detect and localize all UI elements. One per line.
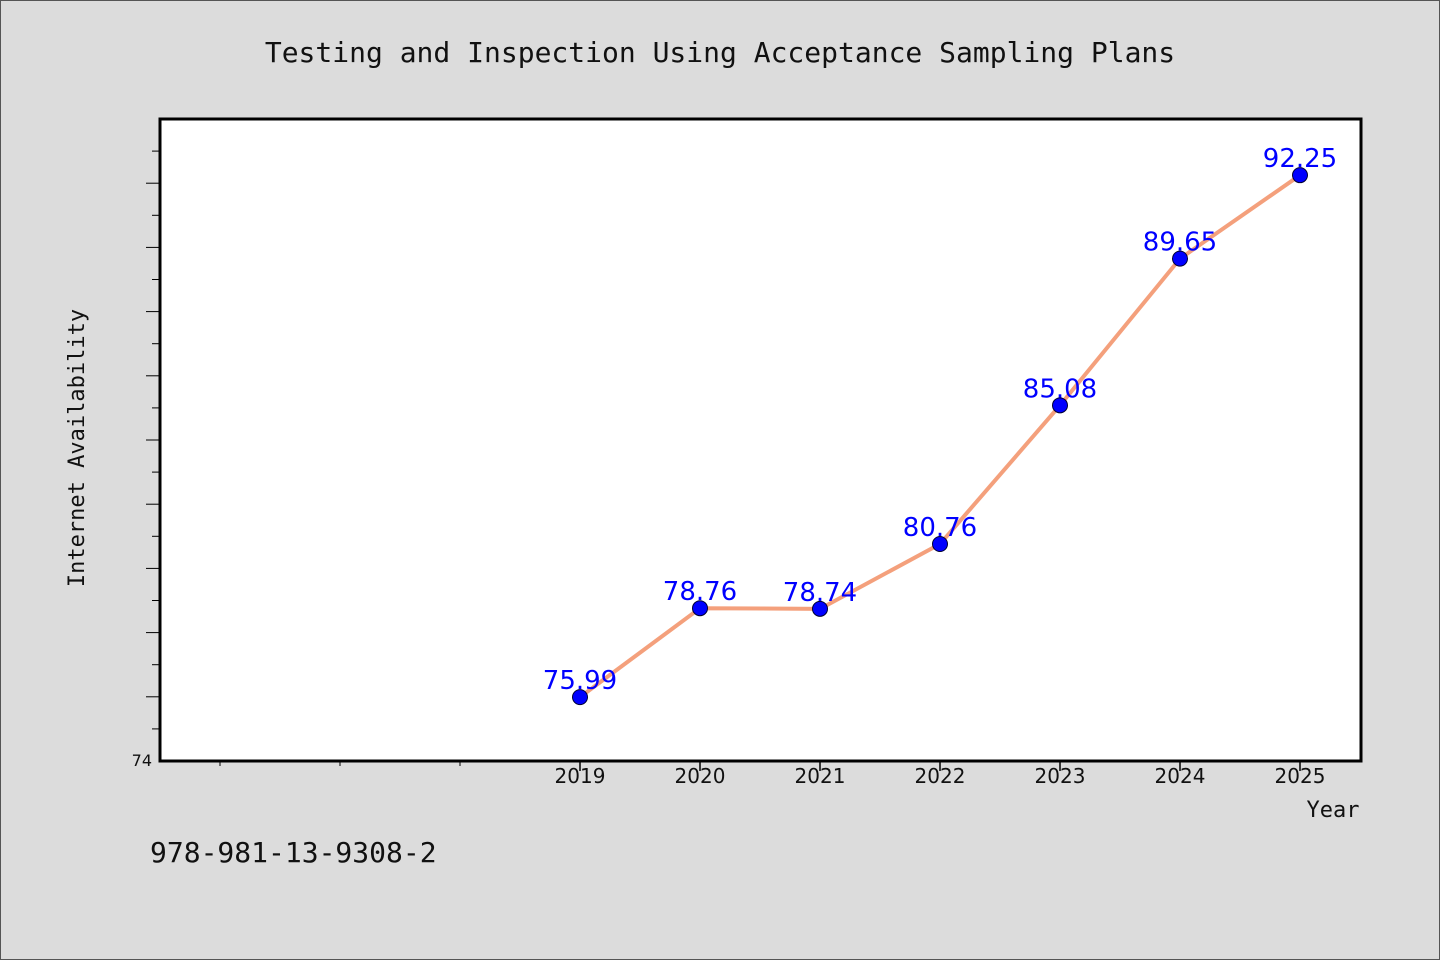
data-labels: 75.99 78.76 78.74 80.76 85.08 89.65 92.25 [543, 144, 1337, 696]
x-axis-minor-ticks [219, 761, 461, 766]
x-tick-label: 2022 [915, 764, 966, 788]
x-axis-ticks [579, 761, 1301, 771]
x-tick-label: 2019 [555, 764, 606, 788]
data-label: 78.74 [783, 578, 857, 608]
data-point [932, 536, 948, 553]
data-point [692, 600, 708, 617]
data-point [812, 600, 828, 617]
data-label: 92.25 [1263, 144, 1337, 174]
x-tick-label: 2024 [1155, 764, 1206, 788]
data-label: 80.76 [903, 513, 977, 543]
data-point [1052, 397, 1068, 414]
data-label: 85.08 [1023, 374, 1097, 404]
plot-area [158, 117, 1363, 763]
data-point [1172, 250, 1188, 267]
data-point [572, 689, 588, 706]
x-axis-label: Year [1307, 798, 1360, 823]
x-tick-label: 2020 [675, 764, 726, 788]
y-axis-label: Internet Availability [65, 309, 90, 587]
x-tick-label: 2021 [795, 764, 846, 788]
isbn-text: 978-981-13-9308-2 [150, 836, 437, 869]
x-tick-label: 2023 [1035, 764, 1086, 788]
data-label: 78.76 [663, 577, 737, 607]
data-label: 89.65 [1143, 228, 1217, 258]
y-axis-ticks [146, 150, 160, 730]
x-tick-label: 2025 [1275, 764, 1326, 788]
data-label: 75.99 [543, 666, 617, 696]
x-tick-labels: 2019 2020 2021 2022 2023 2024 2025 [555, 764, 1326, 788]
series-markers [572, 167, 1308, 706]
y-tick-label: 74 [132, 751, 152, 770]
data-point [1292, 167, 1308, 184]
chart-title: Testing and Inspection Using Acceptance … [265, 36, 1175, 69]
